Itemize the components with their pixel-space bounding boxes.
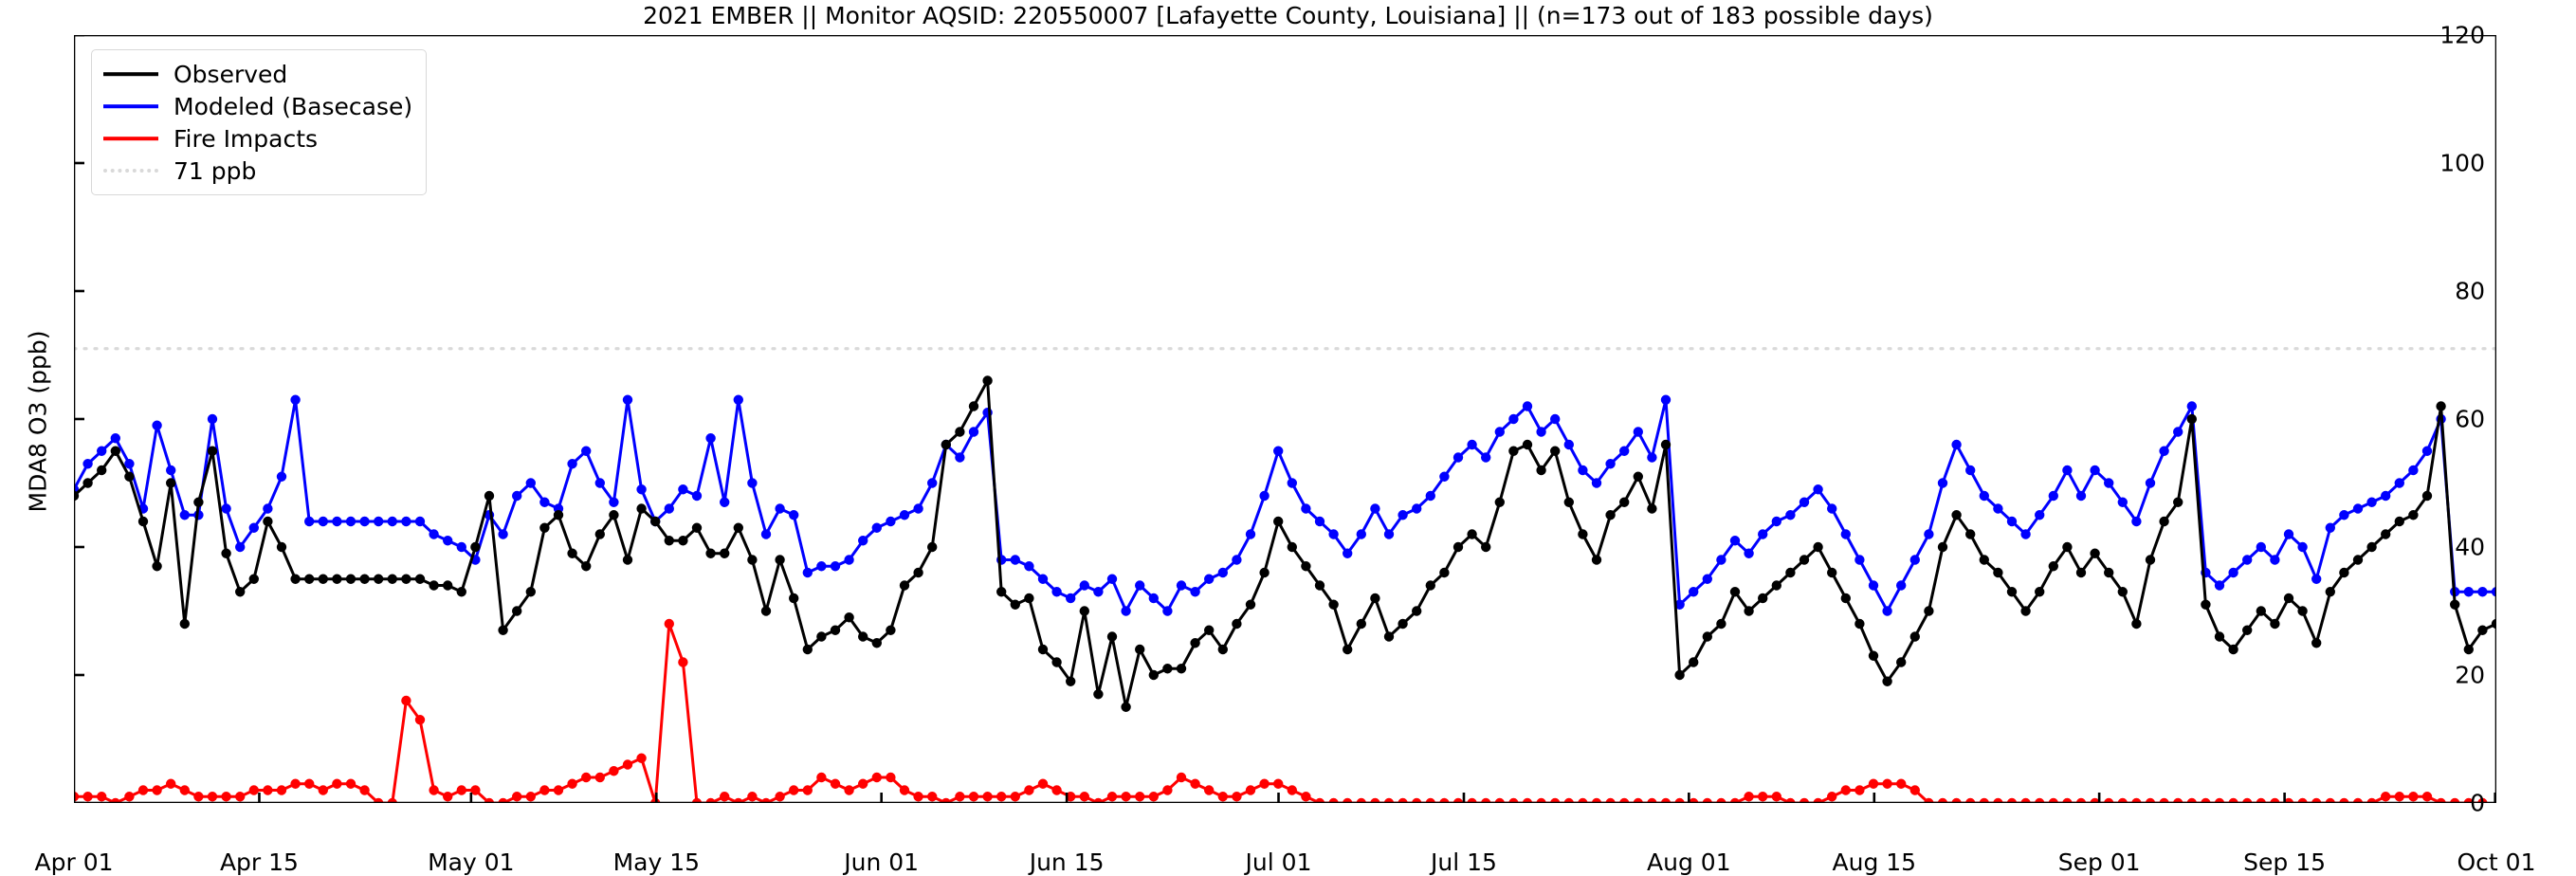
legend-swatch-icon	[101, 64, 160, 83]
legend-item[interactable]: Fire Impacts	[101, 122, 412, 155]
x-tick-label: Aug 15	[1832, 849, 1917, 876]
x-tick-label: May 15	[612, 849, 701, 876]
x-tick-label: Jun 15	[1029, 849, 1105, 876]
y-tick-label: 100	[2439, 149, 2485, 177]
legend-item-label: Modeled (Basecase)	[174, 92, 413, 120]
x-tick-label: Apr 01	[34, 849, 114, 876]
legend-item[interactable]: 71 ppb	[101, 155, 412, 187]
legend-swatch-icon	[101, 97, 160, 116]
plot-svg	[74, 35, 2496, 803]
y-tick-label: 80	[2455, 277, 2485, 305]
series-modeled-basecase	[74, 394, 2496, 616]
chart-title: 2021 EMBER || Monitor AQSID: 220550007 […	[643, 2, 1933, 29]
series-observed	[74, 375, 2496, 712]
x-tick-label: Jun 01	[844, 849, 920, 876]
legend-item-label: 71 ppb	[174, 156, 257, 185]
plot-background	[74, 35, 2496, 803]
x-tick-label: Sep 15	[2243, 849, 2327, 876]
legend-swatch-icon	[101, 129, 160, 148]
x-tick-label: Sep 01	[2057, 849, 2141, 876]
y-axis-label: MDA8 O3 (ppb)	[24, 330, 52, 513]
x-tick-label: Aug 01	[1647, 849, 1731, 876]
plot-area: 0 20 40 60 80 100 120 Apr 01 Apr 15 May 01 May 15…	[34, 22, 2535, 876]
y-tick-label: 0	[2470, 789, 2485, 817]
chart-legend: Observed Modeled (Basecase) Fire Impacts 71…	[91, 49, 428, 195]
legend-item-label: Observed	[174, 60, 288, 88]
legend-item[interactable]: Modeled (Basecase)	[101, 90, 412, 122]
y-tick-label: 120	[2439, 21, 2485, 49]
x-tick-label: May 01	[428, 849, 515, 876]
axis-tickmarks	[74, 35, 2496, 803]
legend-swatch-icon	[101, 161, 160, 180]
y-tick-label: 60	[2455, 405, 2485, 433]
legend-item[interactable]: Observed	[101, 58, 412, 90]
y-tick-label: 40	[2455, 533, 2485, 561]
chart-figure: 2021 EMBER || Monitor AQSID: 220550007 […	[24, 2, 2536, 876]
x-tick-label: Apr 15	[219, 849, 299, 876]
legend-item-label: Fire Impacts	[174, 124, 319, 153]
x-tick-label: Oct 01	[2457, 849, 2536, 876]
x-tick-label: Jul 01	[1245, 849, 1312, 876]
series-fire-impacts	[74, 618, 2488, 803]
x-tick-label: Jul 15	[1431, 849, 1497, 876]
y-tick-label: 20	[2455, 661, 2485, 689]
